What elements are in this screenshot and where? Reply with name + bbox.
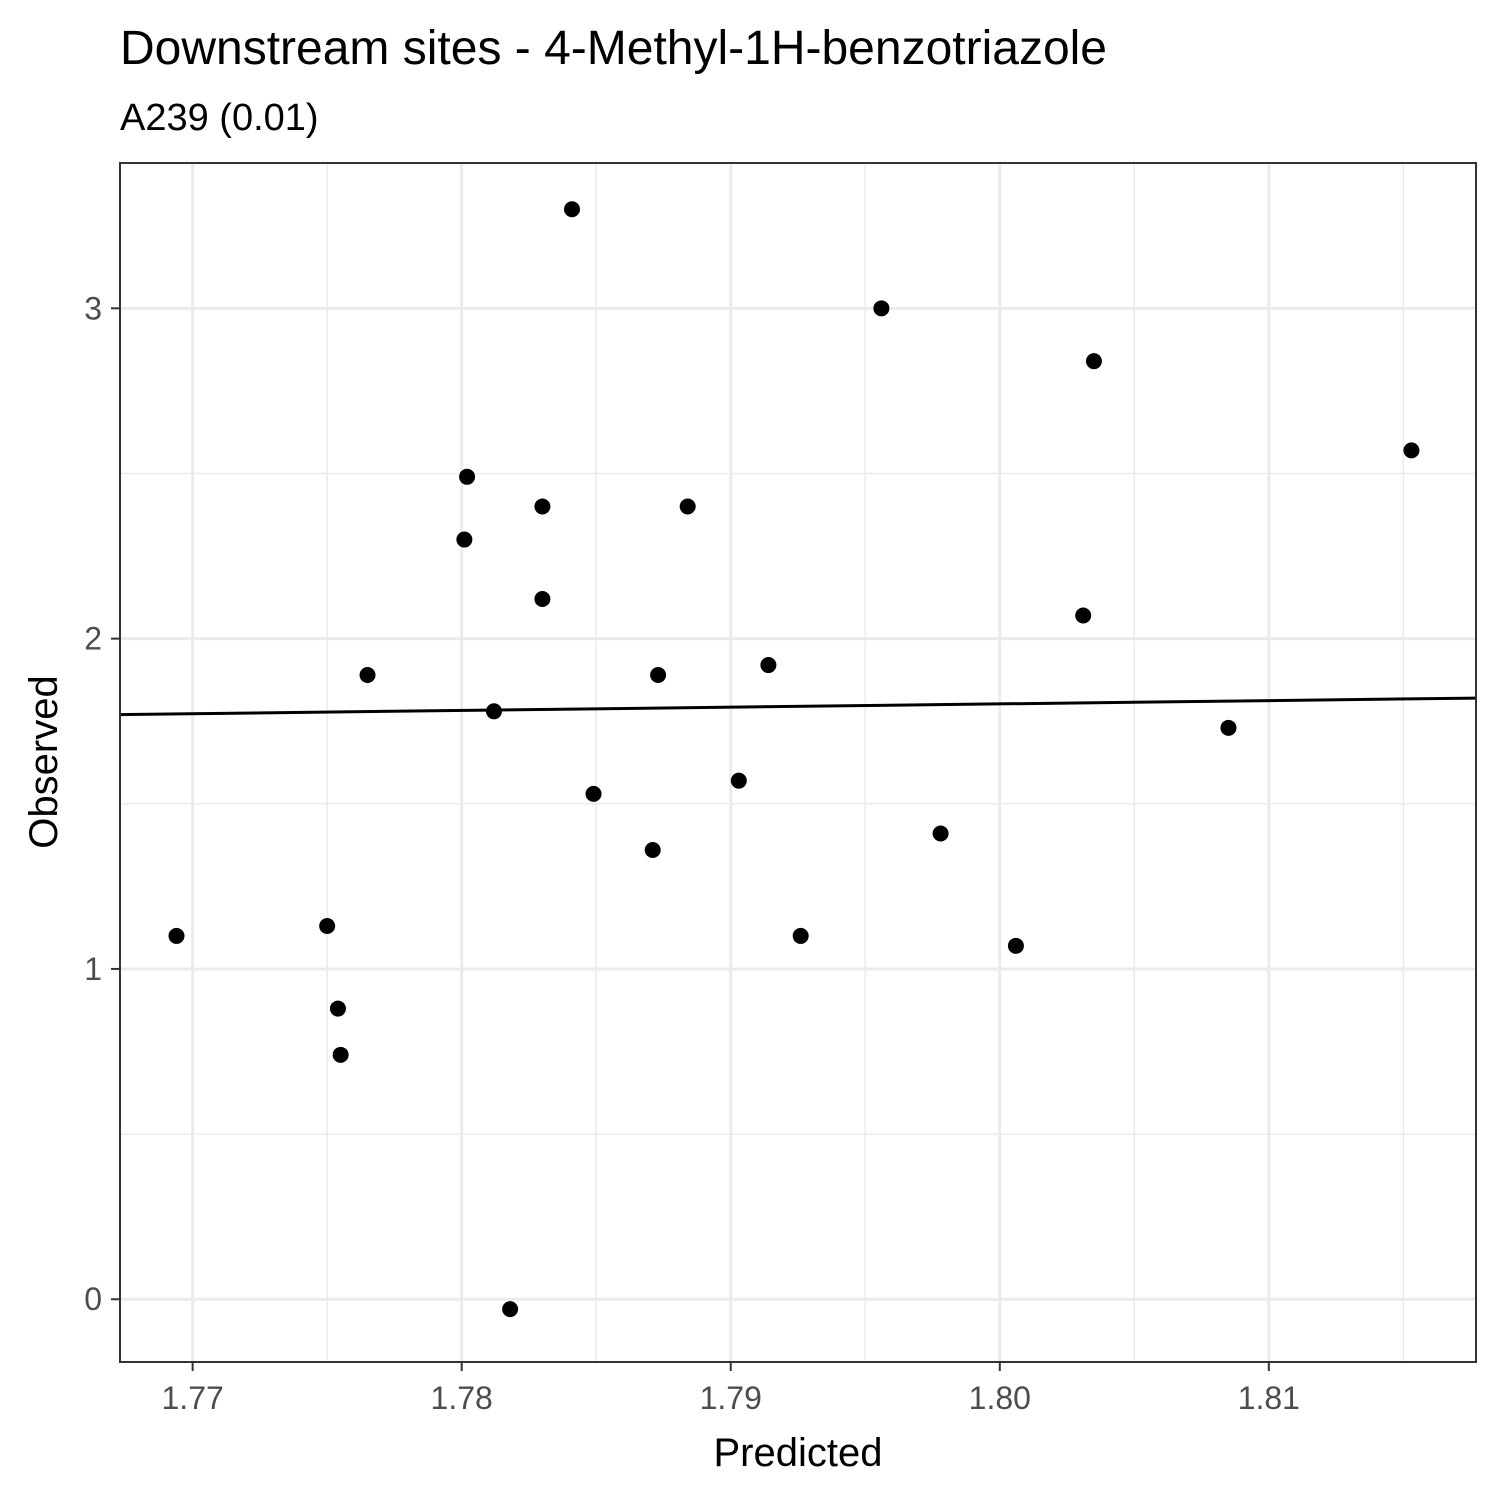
- data-point: [332, 1046, 349, 1063]
- minor-gridlines: [120, 163, 1476, 1362]
- x-axis-title: Predicted: [714, 1431, 883, 1475]
- data-points: [168, 201, 1420, 1318]
- data-point: [534, 498, 551, 515]
- chart-title: Downstream sites - 4-Methyl-1H-benzotria…: [120, 22, 1107, 75]
- x-axis-ticks: 1.77 1.78 1.79 1.80 1.81: [162, 1362, 1300, 1416]
- data-point: [650, 666, 667, 683]
- data-point: [730, 772, 747, 789]
- data-point: [585, 785, 602, 802]
- x-tick-label: 1.80: [969, 1380, 1031, 1416]
- x-tick-label: 1.78: [431, 1380, 493, 1416]
- x-tick-label: 1.79: [700, 1380, 762, 1416]
- y-tick-label: 1: [84, 951, 102, 987]
- data-point: [359, 666, 376, 683]
- data-point: [1007, 937, 1024, 954]
- x-tick-label: 1.77: [162, 1380, 224, 1416]
- data-point: [760, 657, 777, 674]
- data-point: [534, 591, 551, 607]
- y-axis-title: Observed: [22, 675, 66, 848]
- data-point: [459, 468, 476, 485]
- y-axis-ticks: 0 1 2 3: [84, 290, 120, 1317]
- data-point: [1403, 442, 1420, 459]
- data-point: [873, 300, 890, 317]
- data-point: [329, 1000, 346, 1017]
- y-tick-label: 2: [84, 621, 102, 657]
- plot-panel-border: [119, 162, 1477, 1363]
- data-point: [168, 927, 185, 944]
- data-point: [485, 703, 502, 720]
- fit-line-group: [119, 696, 1477, 717]
- data-point: [1075, 607, 1092, 624]
- data-point: [502, 1301, 519, 1318]
- data-point: [932, 825, 949, 842]
- y-tick-label: 0: [84, 1281, 102, 1317]
- data-point: [792, 927, 809, 944]
- data-point: [1085, 353, 1102, 370]
- data-point: [456, 531, 473, 548]
- data-point: [564, 201, 580, 218]
- data-point: [1220, 719, 1237, 736]
- major-gridlines: [120, 163, 1476, 1362]
- chart-subtitle: A239 (0.01): [120, 97, 319, 139]
- data-point: [679, 498, 696, 515]
- y-tick-label: 3: [84, 290, 102, 326]
- data-point: [319, 918, 336, 934]
- x-tick-label: 1.81: [1238, 1380, 1300, 1416]
- data-point: [644, 842, 661, 859]
- fit-line: [119, 696, 1477, 717]
